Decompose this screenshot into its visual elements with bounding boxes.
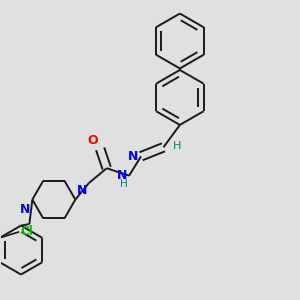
Text: O: O: [87, 134, 98, 147]
Text: N: N: [117, 169, 128, 182]
Text: Cl: Cl: [20, 225, 33, 238]
Text: N: N: [128, 150, 139, 163]
Text: N: N: [20, 202, 30, 216]
Text: H: H: [120, 179, 127, 189]
Text: H: H: [173, 141, 182, 151]
Text: N: N: [77, 184, 88, 196]
